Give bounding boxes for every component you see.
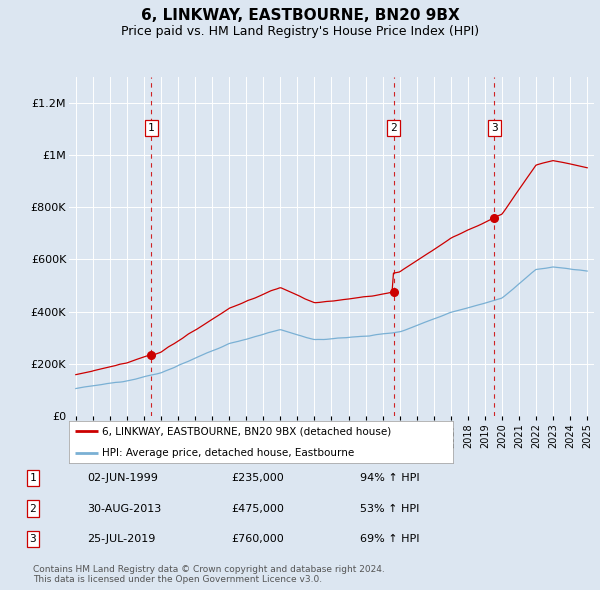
Text: 94% ↑ HPI: 94% ↑ HPI: [360, 473, 419, 483]
Text: 6, LINKWAY, EASTBOURNE, BN20 9BX: 6, LINKWAY, EASTBOURNE, BN20 9BX: [140, 8, 460, 22]
Text: 2: 2: [29, 504, 37, 513]
Text: 53% ↑ HPI: 53% ↑ HPI: [360, 504, 419, 513]
Text: 69% ↑ HPI: 69% ↑ HPI: [360, 535, 419, 544]
Text: Contains HM Land Registry data © Crown copyright and database right 2024.
This d: Contains HM Land Registry data © Crown c…: [33, 565, 385, 584]
Text: 3: 3: [29, 535, 37, 544]
Text: 02-JUN-1999: 02-JUN-1999: [87, 473, 158, 483]
Text: 25-JUL-2019: 25-JUL-2019: [87, 535, 155, 544]
Text: £760,000: £760,000: [231, 535, 284, 544]
Text: 1: 1: [148, 123, 155, 133]
Text: 3: 3: [491, 123, 498, 133]
Text: £475,000: £475,000: [231, 504, 284, 513]
Text: 30-AUG-2013: 30-AUG-2013: [87, 504, 161, 513]
Text: 2: 2: [391, 123, 397, 133]
Text: Price paid vs. HM Land Registry's House Price Index (HPI): Price paid vs. HM Land Registry's House …: [121, 25, 479, 38]
Text: £235,000: £235,000: [231, 473, 284, 483]
Text: 1: 1: [29, 473, 37, 483]
Text: HPI: Average price, detached house, Eastbourne: HPI: Average price, detached house, East…: [101, 448, 354, 457]
Text: 6, LINKWAY, EASTBOURNE, BN20 9BX (detached house): 6, LINKWAY, EASTBOURNE, BN20 9BX (detach…: [101, 427, 391, 436]
